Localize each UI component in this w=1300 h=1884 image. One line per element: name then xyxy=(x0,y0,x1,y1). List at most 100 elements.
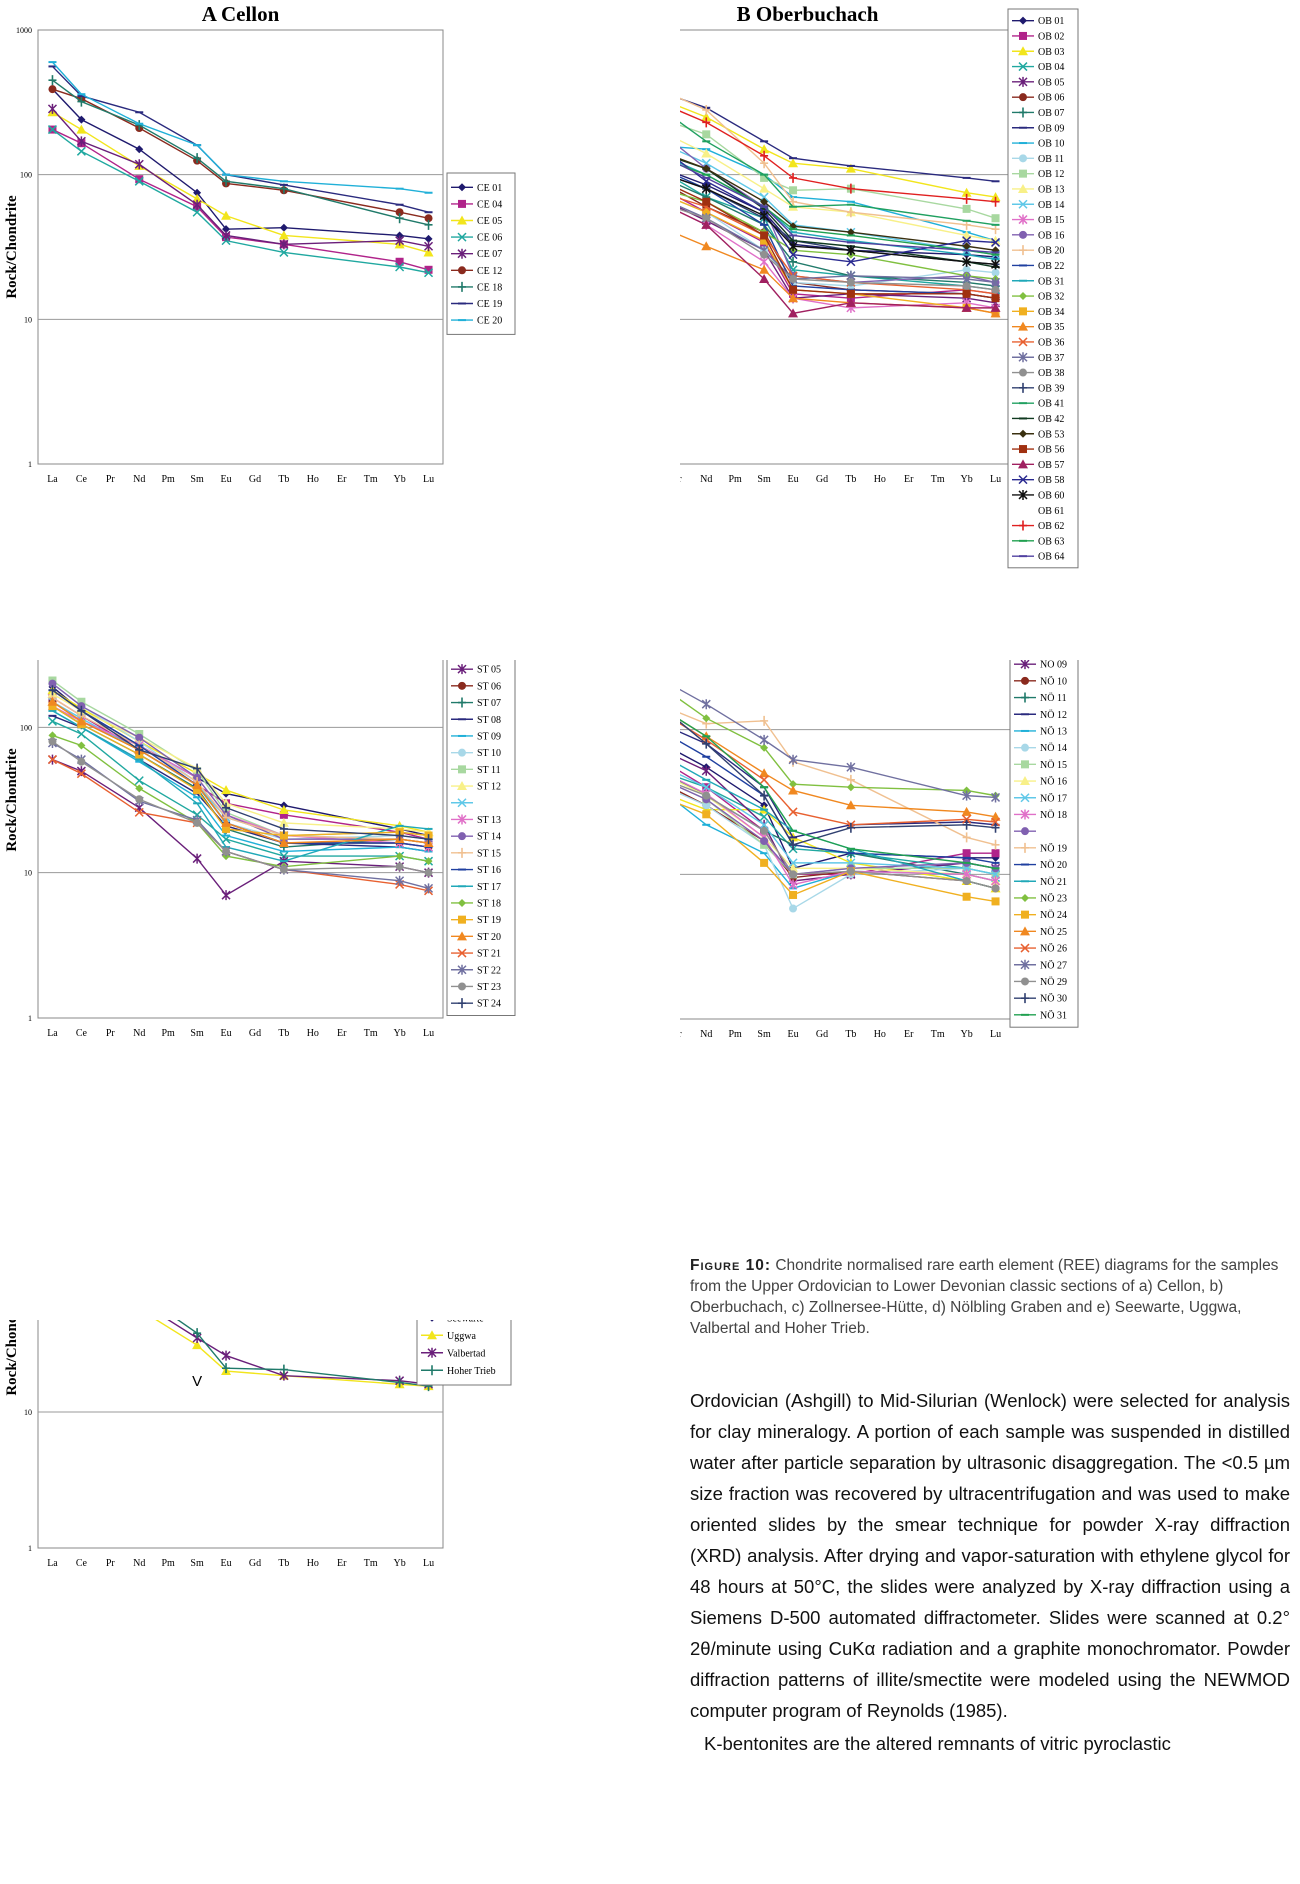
series-line xyxy=(680,777,996,876)
data-point xyxy=(991,839,1000,850)
chart-e-seewarte-uggwa: E Seewarte, Uggwa, Valbertad, Hoher Trie… xyxy=(0,1320,640,1884)
data-point xyxy=(788,754,798,765)
data-point xyxy=(789,256,798,267)
data-point xyxy=(702,714,711,723)
legend-marker xyxy=(457,798,467,808)
legend-marker xyxy=(1020,926,1030,936)
series-line xyxy=(680,124,996,219)
series-line xyxy=(680,784,996,890)
legend-marker xyxy=(458,281,466,292)
series-line xyxy=(52,742,429,890)
legend-entry: CE 20 xyxy=(477,316,502,327)
legend-entry: OB 36 xyxy=(1038,337,1064,348)
series-line xyxy=(51,108,429,247)
series-line xyxy=(680,160,996,263)
data-point xyxy=(846,245,856,256)
legend-entry: ST 16 xyxy=(477,865,501,876)
data-point xyxy=(77,115,86,124)
x-tick-label: Ho xyxy=(307,1558,319,1569)
x-tick-label: Er xyxy=(337,1028,347,1039)
series-ob-38 xyxy=(680,208,1000,294)
data-point xyxy=(395,231,404,240)
legend-entry: OB 34 xyxy=(1038,307,1064,318)
y-tick-label: 100 xyxy=(20,171,32,180)
legend-marker xyxy=(458,915,466,924)
data-point xyxy=(77,757,86,766)
series-line xyxy=(52,701,429,844)
body-paragraph-2: K-bentonites are the altered remnants of… xyxy=(704,1733,1171,1754)
series-line xyxy=(51,61,429,194)
data-point xyxy=(991,884,1000,893)
legend-marker xyxy=(1019,368,1027,377)
legend-marker xyxy=(458,199,466,208)
legend-entry: ST 13 xyxy=(477,815,501,826)
y-tick-label: 10 xyxy=(24,869,32,878)
legend-entry: OB 16 xyxy=(1038,230,1064,241)
series-ob-56 xyxy=(680,188,1000,303)
legend-entry: ST 08 xyxy=(477,715,501,726)
legend-entry: Uggwa xyxy=(447,1331,476,1342)
legend-entry: OB 07 xyxy=(1038,108,1064,119)
data-point xyxy=(788,879,798,890)
x-tick-label: Tb xyxy=(845,474,856,485)
data-point xyxy=(192,207,202,217)
data-point xyxy=(701,183,711,194)
data-point xyxy=(991,268,1000,277)
legend-marker xyxy=(1020,793,1030,803)
legend-marker xyxy=(1019,154,1027,163)
x-tick-label: Pm xyxy=(729,474,743,485)
x-tick-label: Tm xyxy=(364,1028,378,1039)
data-point xyxy=(193,818,202,827)
x-tick-label: Gd xyxy=(816,474,828,485)
x-tick-label: Pm xyxy=(162,1028,176,1039)
legend-entry: NÖ 23 xyxy=(1040,892,1067,904)
data-point xyxy=(846,867,855,876)
chart-title: A Cellon xyxy=(202,2,280,26)
series-line xyxy=(52,705,429,837)
data-point xyxy=(76,716,87,726)
legend-entry: ST 11 xyxy=(477,765,501,776)
legend-marker xyxy=(458,748,466,757)
legend-marker xyxy=(457,814,467,825)
legend-entry: ST 20 xyxy=(477,932,501,943)
legend-entry: OB 58 xyxy=(1038,475,1064,486)
data-point xyxy=(846,278,855,287)
data-point xyxy=(134,159,144,170)
legend-entry: ST 14 xyxy=(477,832,501,843)
body-paragraph-1: Ordovician (Ashgill) to Mid-Silurian (We… xyxy=(690,1390,1290,1721)
series-ob-64 xyxy=(680,164,1000,254)
legend-entry: Hoher Trieb xyxy=(447,1366,496,1377)
series-line xyxy=(680,193,996,280)
series-ce-18 xyxy=(48,75,433,230)
data-point xyxy=(77,705,86,716)
legend-marker xyxy=(1020,660,1030,670)
x-tick-label: La xyxy=(47,1558,58,1569)
data-point xyxy=(846,762,856,773)
legend-marker xyxy=(1018,459,1028,469)
legend-entry: NÖ 31 xyxy=(1040,1009,1067,1021)
series-line xyxy=(680,712,996,846)
x-tick-label: La xyxy=(47,1028,58,1039)
legend-marker xyxy=(1021,692,1029,703)
legend-entry: NÖ 15 xyxy=(1040,759,1067,771)
data-point xyxy=(193,188,202,197)
series-line xyxy=(680,721,996,846)
series-nö-30 xyxy=(680,721,1000,850)
data-point xyxy=(991,294,1000,303)
legend-marker xyxy=(428,1365,436,1376)
series-ob-20 xyxy=(680,97,1000,235)
data-point xyxy=(76,136,86,147)
data-point xyxy=(962,256,972,267)
y-tick-label: 1 xyxy=(28,460,32,469)
data-point xyxy=(47,103,57,114)
legend-entry: OB 06 xyxy=(1038,93,1064,104)
data-point xyxy=(193,153,202,164)
x-tick-label: Tm xyxy=(364,1558,378,1569)
legend-entry: OB 10 xyxy=(1038,139,1064,150)
legend-entry: OB 39 xyxy=(1038,383,1064,394)
legend-marker xyxy=(458,998,466,1009)
legend-entry: OB 03 xyxy=(1038,47,1064,58)
legend-marker xyxy=(1019,230,1027,239)
data-point xyxy=(702,104,711,115)
series-ob-03 xyxy=(680,105,1001,202)
